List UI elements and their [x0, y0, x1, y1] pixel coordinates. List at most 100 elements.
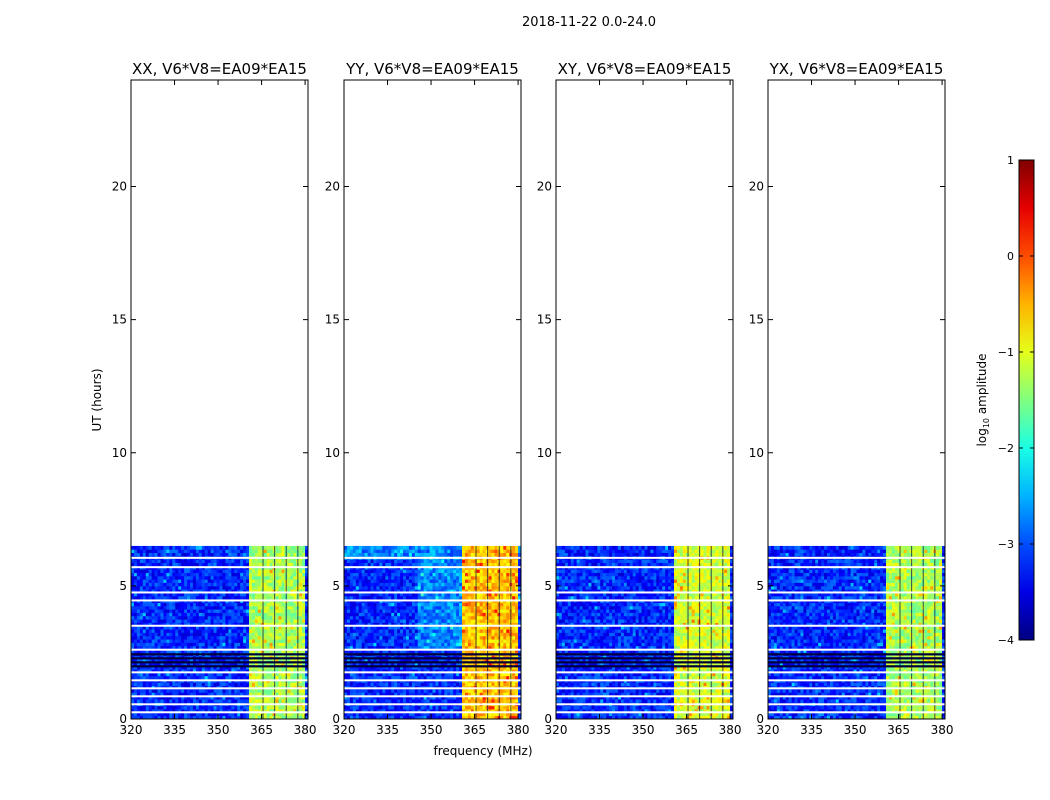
- heatmap-cell: [207, 659, 212, 663]
- heatmap-cell: [163, 629, 167, 633]
- heatmap-cell: [187, 629, 191, 633]
- heatmap-cell: [269, 699, 273, 703]
- heatmap-cell: [166, 575, 170, 580]
- heatmap-cell: [512, 689, 516, 693]
- heatmap-cell: [204, 615, 209, 620]
- heatmap-cell: [361, 672, 366, 677]
- heatmap-cell: [281, 682, 285, 687]
- heatmap-cell: [243, 622, 247, 627]
- heatmap-cell: [184, 562, 188, 567]
- heatmap-cell: [231, 615, 235, 620]
- heatmap-cell: [151, 602, 155, 607]
- heatmap-cell: [385, 712, 389, 717]
- heatmap-cell: [251, 675, 256, 680]
- heatmap-cell: [192, 562, 197, 567]
- heatmap-cell: [394, 669, 398, 673]
- heatmap-cell: [163, 545, 167, 550]
- heatmap-cell: [269, 709, 273, 713]
- heatmap-cell: [287, 692, 291, 697]
- heatmap-cell: [456, 662, 460, 667]
- heatmap-cell: [426, 695, 430, 700]
- heatmap-cell: [207, 579, 212, 583]
- heatmap-cell: [166, 595, 170, 600]
- heatmap-cell: [166, 699, 170, 703]
- heatmap-cell: [476, 669, 481, 673]
- heatmap-cell: [198, 692, 203, 697]
- heatmap-cell: [473, 632, 478, 637]
- heatmap-cell: [204, 552, 209, 557]
- heatmap-cell: [435, 619, 439, 623]
- heatmap-cell: [467, 715, 472, 720]
- heatmap-cell: [133, 605, 138, 610]
- heatmap-cell: [417, 675, 422, 680]
- heatmap-cell: [266, 625, 271, 630]
- heatmap-cell: [222, 632, 226, 637]
- heatmap-cell: [231, 639, 235, 643]
- heatmap-cell: [234, 569, 238, 573]
- heatmap-cell: [195, 569, 200, 573]
- heatmap-cell: [172, 592, 176, 597]
- heatmap-cell: [163, 672, 167, 677]
- heatmap-cell: [355, 615, 360, 620]
- heatmap-cell: [299, 605, 303, 610]
- heatmap-cell: [278, 639, 282, 643]
- heatmap-cell: [172, 705, 176, 710]
- heatmap-cell: [151, 715, 155, 720]
- heatmap-cell: [444, 642, 448, 647]
- heatmap-cell: [148, 569, 153, 573]
- heatmap-cell: [201, 665, 206, 670]
- heatmap-cell: [453, 619, 457, 623]
- heatmap-cell: [246, 715, 250, 720]
- heatmap-cell: [275, 692, 279, 697]
- heatmap-cell: [178, 699, 182, 703]
- heatmap-cell: [414, 629, 419, 633]
- heatmap-cell: [373, 619, 377, 623]
- heatmap-cell: [302, 622, 306, 627]
- heatmap-cell: [240, 649, 244, 653]
- heatmap-cell: [473, 689, 478, 693]
- heatmap-cell: [346, 662, 351, 667]
- heatmap-cell: [441, 709, 445, 713]
- heatmap-cell: [482, 619, 486, 623]
- heatmap-cell: [204, 632, 209, 637]
- heatmap-cell: [278, 645, 282, 650]
- heatmap-cell: [204, 675, 209, 680]
- heatmap-cell: [131, 615, 135, 620]
- heatmap-cell: [163, 689, 167, 693]
- heatmap-cell: [302, 595, 306, 600]
- heatmap-cell: [376, 639, 380, 643]
- heatmap-cell: [251, 659, 256, 663]
- heatmap-cell: [157, 612, 161, 617]
- heatmap-cell: [184, 632, 188, 637]
- heatmap-cell: [400, 712, 404, 717]
- heatmap-cell: [435, 709, 439, 713]
- heatmap-cell: [231, 632, 235, 637]
- heatmap-cell: [515, 712, 519, 717]
- heatmap-cell: [181, 572, 185, 577]
- heatmap-cell: [192, 665, 197, 670]
- heatmap-cell: [166, 612, 170, 617]
- heatmap-cell: [391, 649, 395, 653]
- heatmap-cell: [426, 689, 430, 693]
- heatmap-cell: [518, 659, 522, 663]
- heatmap-cell: [358, 629, 363, 633]
- heatmap-cell: [166, 572, 170, 577]
- heatmap-cell: [249, 662, 253, 667]
- heatmap-cell: [166, 559, 170, 563]
- heatmap-cell: [225, 549, 229, 553]
- heatmap-cell: [145, 642, 150, 647]
- heatmap-cell: [163, 659, 167, 663]
- heatmap-cell: [438, 675, 442, 680]
- heatmap-cell: [467, 642, 472, 647]
- heatmap-cell: [456, 715, 460, 720]
- heatmap-cell: [254, 715, 259, 720]
- heatmap-cell: [290, 699, 294, 703]
- heatmap-cell: [444, 692, 448, 697]
- heatmap-cell: [287, 629, 291, 633]
- heatmap-cell: [154, 549, 158, 553]
- heatmap-cell: [287, 649, 291, 653]
- heatmap-cell: [163, 712, 167, 717]
- heatmap-cell: [184, 615, 188, 620]
- heatmap-cell: [204, 705, 209, 710]
- heatmap-cell: [201, 629, 206, 633]
